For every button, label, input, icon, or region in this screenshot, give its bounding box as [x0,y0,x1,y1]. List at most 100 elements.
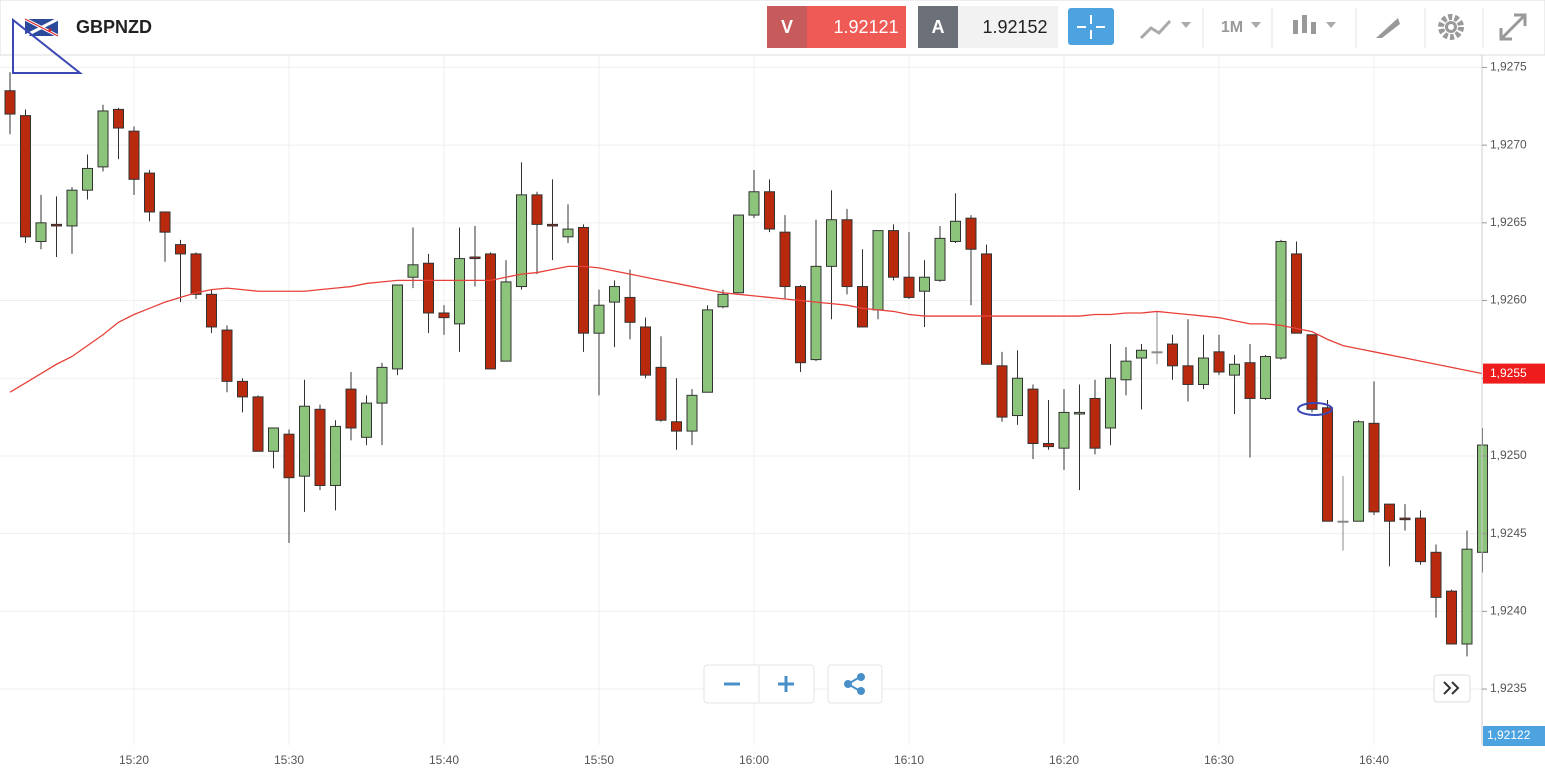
candle-body [640,326,651,376]
candle-body [903,276,915,298]
candle-body [1461,548,1473,645]
x-tick-label: 16:30 [1204,753,1234,767]
candle-body [190,253,202,295]
candle-body [562,228,574,238]
candle-body [252,396,264,452]
candle-body [1089,397,1101,449]
candle-body [1151,351,1163,354]
candle-body [624,296,636,323]
candle-body [1384,503,1395,522]
candle-body [376,366,388,404]
candle-body [981,253,992,365]
candle-body [66,189,78,227]
candle-body [1322,407,1333,522]
candle-body [795,286,806,364]
candle-body [810,265,822,361]
candle-body [423,262,434,314]
ma-tag-bg [1483,363,1545,384]
candle-body [1430,551,1442,598]
x-tick-label: 15:30 [274,753,304,767]
candle-body [593,304,605,334]
candle-body [407,264,419,278]
y-tick-label: 1,9270 [1490,137,1527,151]
candle-body [1105,377,1116,429]
grid [0,55,1482,745]
candle-body [345,388,357,429]
candle-style-button[interactable] [1293,15,1336,34]
zoom-in-button[interactable] [778,676,794,692]
candle-body [175,244,186,255]
candle-body [764,191,775,230]
candle-body [1415,517,1426,563]
candle-body [20,115,31,238]
share-button[interactable] [827,664,883,704]
candle-body [82,167,93,191]
candle-body [4,90,16,115]
buy-button[interactable]: A 1.92152 [918,6,1058,48]
y-tick-label: 1,9245 [1490,526,1527,540]
buy-label: A [932,17,945,37]
x-tick-label: 16:40 [1359,753,1389,767]
timeframe: 1M [1221,19,1243,36]
candle-body [361,402,372,438]
candle-body [888,230,899,278]
plot [4,72,1488,657]
candle-body [1136,349,1147,359]
price-tag: 1,92122 [1487,728,1531,742]
candle-body [671,421,682,432]
sell-price: 1.92121 [833,17,898,37]
candle-body [857,286,868,328]
candle-body [1275,240,1287,359]
sell-button[interactable]: V 1.92121 [767,6,906,48]
scroll-end-button[interactable] [1433,674,1471,703]
ma-tag: 1,9255 [1490,366,1527,380]
candle-body [206,293,217,328]
candle-body [1260,355,1271,399]
candle-body [578,227,589,334]
candle-body [841,219,853,288]
candle-body [686,394,698,432]
crosshair-button[interactable] [1068,8,1114,45]
candle-body [51,223,62,227]
candle-body [1368,422,1380,513]
candle-body [299,405,310,477]
chart-type-button[interactable] [1139,19,1191,40]
candle-body [1182,365,1194,385]
timeframe-button[interactable]: 1M [1221,19,1261,36]
draw-tool-button[interactable] [1376,18,1400,38]
candle-body [97,110,109,168]
price-axis: 1,9235 1,9240 1,9245 1,9250 1,9255 1,9260 1,92… [119,55,1545,767]
fullscreen-button[interactable] [1499,13,1527,41]
buy-price: 1.92152 [982,17,1047,37]
candle-body [1074,411,1085,415]
x-tick-label: 15:20 [119,753,149,767]
candle-body [1213,351,1225,373]
settings-button[interactable] [1438,14,1464,40]
candle-body [283,433,295,479]
candle-body [1167,343,1178,367]
candle-body [996,365,1008,418]
y-tick-label: 1,9240 [1490,604,1527,618]
candle-body [1043,443,1054,448]
candle-body [268,427,279,452]
candle-body [438,312,450,319]
candle-body [934,237,946,281]
candle-body [237,380,248,398]
candle-body [314,408,326,486]
x-tick-label: 16:00 [739,753,769,767]
sell-label: V [781,17,793,37]
x-tick-label: 16:20 [1049,753,1079,767]
candle-body [609,286,620,303]
candle-body [872,230,884,311]
candle-body [1058,411,1070,449]
candle-body [826,219,837,267]
candle-body [531,194,543,225]
candle-body [500,281,512,362]
candle-body [1337,520,1349,523]
candle-body [655,366,667,421]
drawn-triangle [12,17,83,74]
candle-body [113,108,124,129]
candle-body [919,276,930,292]
candle-body [35,222,47,242]
